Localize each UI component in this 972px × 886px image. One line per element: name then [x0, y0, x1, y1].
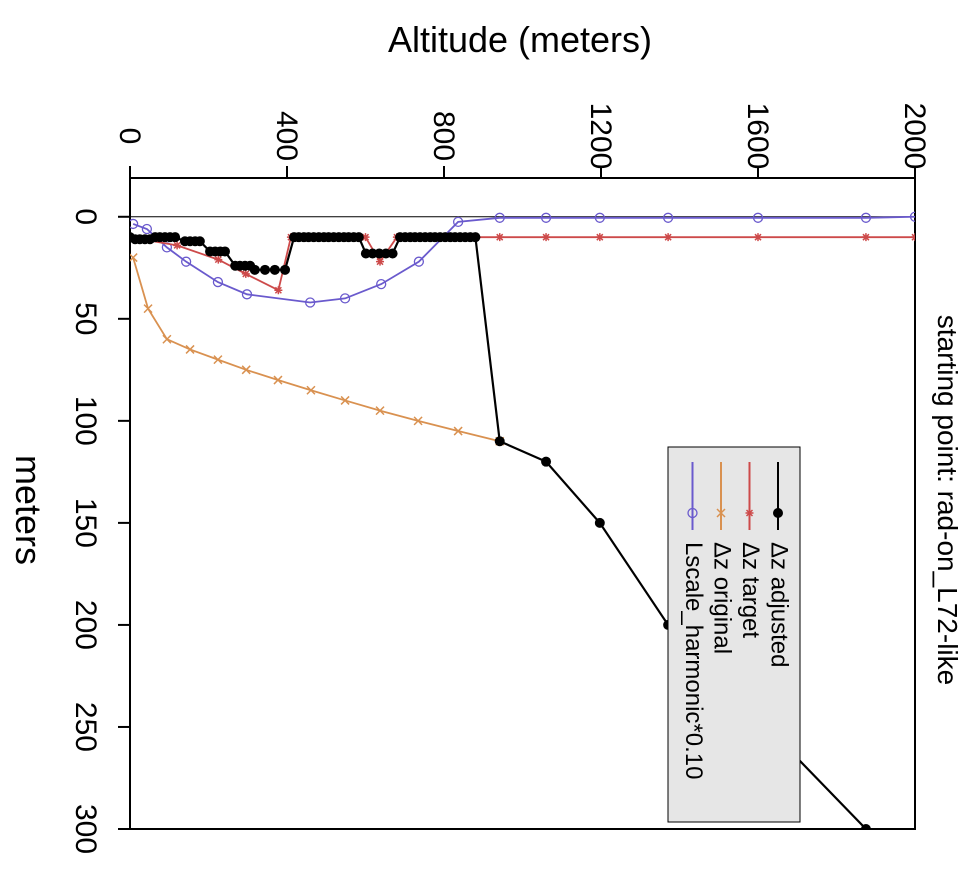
y-tick-label: 300	[69, 804, 102, 854]
point	[754, 233, 762, 242]
point	[413, 256, 425, 267]
point	[141, 223, 153, 235]
point	[249, 264, 260, 275]
point	[219, 246, 230, 257]
point	[130, 253, 138, 263]
series-line	[132, 215, 915, 304]
point	[353, 232, 364, 243]
point	[361, 233, 370, 242]
point	[453, 426, 463, 436]
point	[387, 248, 398, 259]
y-tick-label: 250	[69, 702, 102, 752]
point	[540, 212, 552, 223]
legend-label: Δz target	[737, 542, 764, 638]
point	[241, 269, 250, 278]
legend-marker	[745, 509, 754, 517]
point	[376, 257, 385, 266]
point	[860, 824, 871, 829]
point	[194, 236, 205, 247]
point	[413, 416, 423, 426]
series-line	[132, 257, 500, 443]
point	[861, 233, 870, 242]
legend-label: Lscale_harmonic*0.10	[680, 542, 707, 779]
x-tick-label: 800	[427, 111, 460, 161]
point	[495, 233, 504, 242]
point	[274, 286, 283, 295]
x-tick-label: 0	[113, 128, 146, 145]
point	[595, 233, 604, 242]
legend-label: Δz original	[709, 542, 736, 654]
y-tick-label: 50	[69, 302, 102, 335]
point	[911, 233, 915, 242]
point	[594, 517, 605, 528]
point	[494, 212, 505, 223]
point	[130, 218, 139, 230]
legend-marker	[716, 508, 726, 518]
point	[375, 406, 385, 416]
x-tick-label: 1600	[741, 103, 774, 170]
point	[340, 395, 350, 405]
point	[376, 278, 387, 290]
x-axis-label: Altitude (meters)	[388, 19, 652, 60]
point	[214, 255, 223, 264]
point	[269, 264, 280, 275]
point	[306, 385, 316, 395]
plot-frame	[129, 177, 916, 830]
point	[909, 211, 915, 222]
y-tick-label: 0	[69, 208, 102, 225]
point	[541, 456, 552, 467]
point	[664, 233, 673, 242]
y-tick-label: 200	[69, 600, 102, 650]
y-axis-label: meters	[8, 455, 49, 565]
y-tick-label: 150	[69, 498, 102, 548]
point	[213, 355, 223, 365]
point	[170, 232, 181, 243]
point	[143, 304, 153, 314]
x-tick-label: 400	[270, 111, 303, 161]
point	[280, 264, 291, 275]
legend-marker	[687, 507, 698, 519]
legend-label: Δz adjusted	[766, 542, 793, 667]
point	[260, 264, 271, 275]
point	[241, 365, 251, 375]
point	[212, 276, 224, 288]
point	[542, 233, 551, 242]
point	[162, 334, 172, 344]
x-tick-label: 1200	[584, 103, 617, 170]
y-tick-label: 100	[69, 396, 102, 446]
legend-marker	[773, 508, 783, 518]
point	[494, 436, 505, 447]
point	[470, 232, 481, 243]
x-tick-label: 2000	[898, 103, 931, 170]
point	[662, 212, 674, 223]
point	[241, 289, 253, 300]
point	[452, 216, 464, 228]
point	[594, 212, 605, 223]
point	[860, 212, 872, 223]
point	[273, 375, 283, 385]
point	[339, 293, 351, 304]
point	[185, 344, 195, 354]
point	[305, 297, 316, 308]
chart-title: starting point: rad-on_L72-like	[932, 315, 963, 685]
point	[180, 256, 192, 267]
point	[173, 241, 182, 250]
point	[752, 212, 764, 223]
